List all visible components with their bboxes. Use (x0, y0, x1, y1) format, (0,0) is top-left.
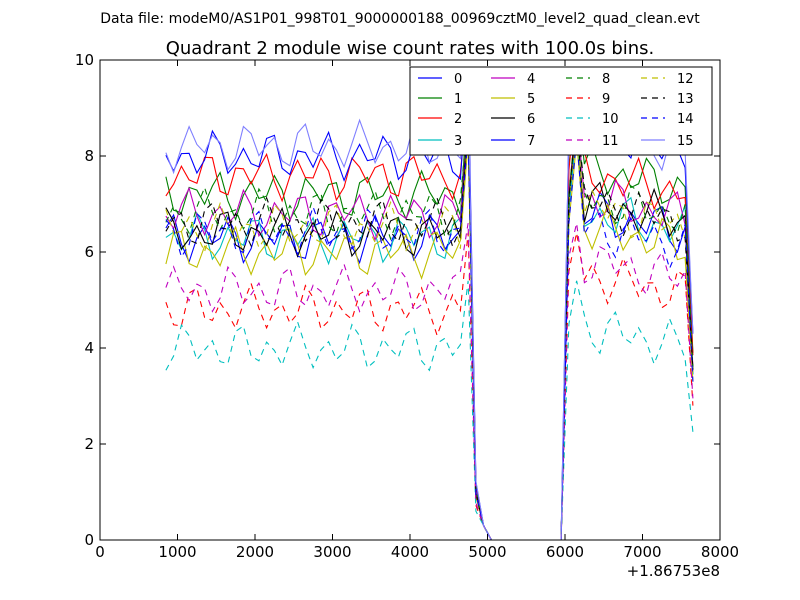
series-line-14 (165, 136, 694, 541)
series-line-12 (165, 127, 694, 541)
legend-label-6: 6 (527, 112, 535, 127)
y-tick-label: 6 (84, 243, 94, 261)
x-tick-label: 7000 (623, 543, 661, 561)
y-tick-label: 10 (75, 51, 94, 69)
legend-label-14: 14 (677, 112, 694, 127)
series-line-8 (165, 112, 694, 541)
legend-label-10: 10 (602, 112, 619, 127)
legend-label-9: 9 (602, 92, 610, 107)
series-layer (165, 69, 694, 541)
y-tick-label: 4 (84, 339, 94, 357)
x-tick-label: 4000 (391, 543, 429, 561)
x-tick-label: 0 (95, 543, 105, 561)
series-line-4 (165, 112, 694, 541)
series-line-13 (165, 117, 694, 541)
x-tick-label: 1000 (158, 543, 196, 561)
x-axis-offset-label: +1.86753e8 (627, 562, 720, 580)
legend-label-1: 1 (454, 92, 462, 107)
y-tick-label: 0 (84, 531, 94, 549)
legend-label-0: 0 (454, 72, 462, 87)
y-tick-label: 8 (84, 147, 94, 165)
x-tick-label: 5000 (468, 543, 506, 561)
x-tick-label: 6000 (546, 543, 584, 561)
series-line-1 (165, 93, 694, 541)
legend-label-11: 11 (602, 134, 619, 149)
series-line-2 (165, 88, 694, 541)
legend-label-2: 2 (454, 112, 462, 127)
legend-label-8: 8 (602, 72, 610, 87)
series-line-5 (165, 141, 694, 541)
x-tick-label: 8000 (701, 543, 739, 561)
legend-label-5: 5 (527, 92, 535, 107)
legend-label-4: 4 (527, 72, 535, 87)
x-axis: 0 1000 2000 3000 4000 5000 6000 7000 8000 (95, 60, 739, 561)
x-tick-label: 3000 (313, 543, 351, 561)
series-line-10 (165, 280, 694, 541)
figure-suptitle: Data file: modeM0/AS1P01_998T01_90000001… (100, 11, 700, 27)
legend-label-13: 13 (677, 92, 694, 107)
series-line-9 (165, 232, 694, 541)
legend-label-12: 12 (677, 72, 694, 87)
chart-title: Quadrant 2 module wise count rates with … (166, 38, 655, 59)
legend-label-3: 3 (454, 134, 462, 149)
y-tick-label: 2 (84, 435, 94, 453)
legend-label-7: 7 (527, 134, 535, 149)
series-line-11 (165, 223, 694, 541)
legend-label-15: 15 (677, 134, 694, 149)
series-line-3 (165, 127, 694, 541)
x-tick-label: 2000 (236, 543, 274, 561)
